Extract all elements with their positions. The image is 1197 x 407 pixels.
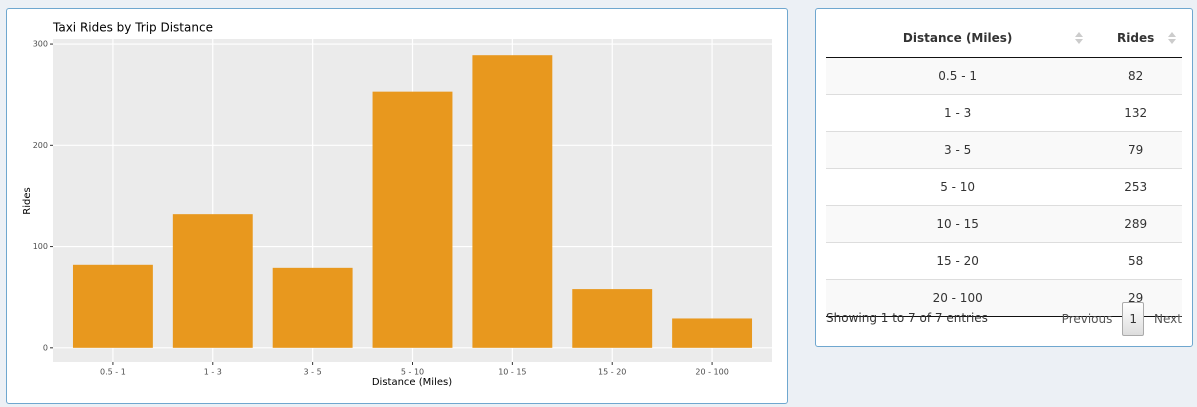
table-cell: 253	[1089, 168, 1182, 206]
table-cell: 82	[1089, 57, 1182, 95]
x-tick-label: 3 - 5	[304, 368, 322, 377]
table-box: Distance (Miles) Rides 0.5 - 1 82 1 - 3 132 3…	[815, 8, 1193, 347]
table-row: 20 - 100 29	[826, 279, 1182, 317]
column-header[interactable]: Distance (Miles)	[826, 19, 1090, 58]
bar	[572, 289, 653, 348]
bar	[272, 267, 353, 348]
table-row: 3 - 5 79	[826, 131, 1182, 169]
chart-title: Taxi Rides by Trip Distance	[52, 21, 213, 35]
bar	[372, 91, 453, 348]
table-cell: 10 - 15	[826, 205, 1090, 243]
chart-box: Taxi Rides by Trip Distance Distance (Mi…	[6, 8, 788, 404]
x-axis-label: Distance (Miles)	[372, 377, 452, 388]
y-tick-label: 100	[33, 242, 48, 251]
table-cell: 15 - 20	[826, 242, 1090, 280]
header-row: Distance (Miles) Rides	[826, 19, 1182, 58]
table-row: 10 - 15 289	[826, 205, 1182, 243]
bar	[472, 55, 553, 348]
table-row: 1 - 3 132	[826, 94, 1182, 132]
y-axis-label: Rides	[22, 187, 33, 214]
chart: Taxi Rides by Trip Distance Distance (Mi…	[22, 21, 772, 388]
next-button[interactable]: Next	[1154, 312, 1182, 326]
table-row: 5 - 10 253	[826, 168, 1182, 206]
pagination: Previous 1 Next	[1062, 302, 1182, 336]
table-cell: 0.5 - 1	[826, 57, 1090, 95]
sort-icon	[1075, 32, 1084, 44]
page-button[interactable]: 1	[1122, 302, 1145, 336]
x-tick-label: 1 - 3	[204, 368, 222, 377]
table-cell: 1 - 3	[826, 94, 1090, 132]
x-tick-label: 5 - 10	[401, 368, 424, 377]
table-cell: 20 - 100	[826, 279, 1090, 317]
header-text: Rides	[1117, 31, 1155, 45]
previous-button[interactable]: Previous	[1061, 312, 1113, 326]
table-cell: 132	[1089, 94, 1182, 132]
header-text: Distance (Miles)	[902, 31, 1013, 45]
table-cell: 5 - 10	[826, 168, 1090, 206]
bar	[172, 214, 253, 348]
table-info: Showing 1 to 7 of 7 entries	[826, 311, 988, 325]
sort-icon	[1168, 32, 1176, 44]
y-tick-label: 200	[33, 141, 48, 150]
bar	[672, 318, 753, 348]
data-table: Distance (Miles) Rides 0.5 - 1 82 1 - 3 132 3…	[826, 19, 1182, 317]
x-tick-label: 15 - 20	[598, 368, 626, 377]
table-row: 0.5 - 1 82	[826, 57, 1182, 95]
table-row: 15 - 20 58	[826, 242, 1182, 280]
bar	[72, 264, 153, 348]
table-cell: 3 - 5	[826, 131, 1090, 169]
table-cell: 289	[1089, 205, 1182, 243]
x-tick-label: 0.5 - 1	[100, 368, 126, 377]
column-header[interactable]: Rides	[1089, 19, 1182, 58]
table-body: 0.5 - 1 82 1 - 3 132 3 - 5 79 5 - 10 253 10 - 15…	[826, 57, 1182, 317]
y-tick-label: 0	[43, 343, 48, 352]
table-cell: 58	[1089, 242, 1182, 280]
y-tick-label: 300	[33, 40, 48, 49]
table-cell: 79	[1089, 131, 1182, 169]
x-tick-label: 20 - 100	[695, 368, 728, 377]
x-tick-label: 10 - 15	[498, 368, 526, 377]
